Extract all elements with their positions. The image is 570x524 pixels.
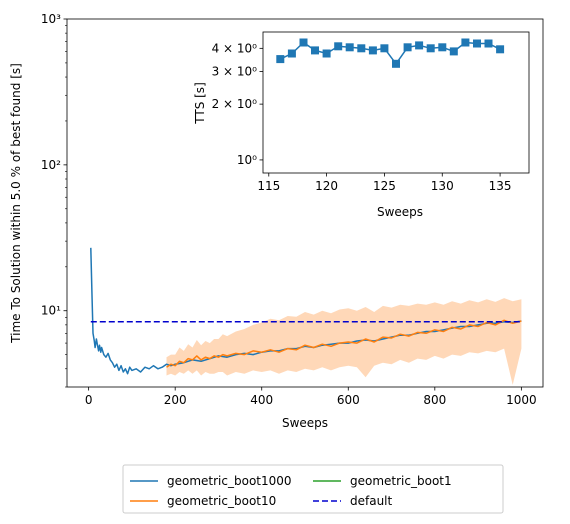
- main-x-tick-label: 600: [337, 393, 360, 407]
- inset-point: [311, 46, 319, 55]
- inset-x-axis-label: Sweeps: [377, 205, 423, 219]
- inset-plot-area: [263, 32, 529, 173]
- main-y-tick-label: 10³: [41, 12, 61, 26]
- inset-point: [299, 38, 308, 47]
- series-line-geometric_boot10: [166, 319, 522, 368]
- legend-entries: geometric_boot1000 geometric_boot10 geomet…: [130, 474, 452, 508]
- inset-x-ticks: 115 120 125 130 135: [257, 173, 512, 193]
- inset-y-tick-label: 4 × 10⁰: [212, 41, 258, 55]
- inset-point: [380, 44, 389, 53]
- inset-x-tick-label: 125: [373, 179, 396, 193]
- inset-x-tick-label: 130: [431, 179, 454, 193]
- inset-point: [357, 44, 366, 53]
- inset-point: [392, 59, 400, 68]
- inset-y-tick-label: 10⁰: [237, 153, 257, 167]
- inset-y-tick-label: 2 × 10⁰: [212, 97, 258, 111]
- main-x-tick-label: 1000: [506, 393, 537, 407]
- inset-point: [403, 43, 412, 52]
- inset-point: [473, 39, 481, 48]
- inset-point: [345, 43, 354, 52]
- inset-axes-frame: [262, 31, 530, 174]
- main-x-tick-label: 200: [164, 393, 187, 407]
- main-y-ticks: 10¹ 10² 10³: [41, 12, 67, 388]
- legend-label-default: default: [350, 494, 393, 508]
- inset-point: [438, 43, 447, 52]
- inset-point: [426, 44, 435, 53]
- inset-x-tick-label: 135: [489, 179, 512, 193]
- inset-point: [322, 49, 331, 58]
- main-x-tick-label: 0: [85, 393, 93, 407]
- inset-point: [368, 46, 377, 55]
- inset-y-axis-label: TTS [s]: [193, 82, 207, 125]
- inset-point: [415, 41, 424, 50]
- main-series-lines: [90, 247, 522, 375]
- legend: geometric_boot1000 geometric_boot10 geomet…: [122, 464, 504, 514]
- inset-point: [496, 45, 505, 54]
- main-y-axis-label: Time To Solution within 5.0 % of best fo…: [9, 63, 23, 344]
- inset-point: [461, 38, 470, 47]
- main-y-tick-label: 10¹: [41, 304, 61, 318]
- legend-frame: [122, 464, 504, 514]
- band-geometric_boot10: [166, 298, 522, 385]
- inset-point: [449, 47, 458, 56]
- inset-x-tick-label: 120: [315, 179, 338, 193]
- legend-label-geometric_boot1: geometric_boot1: [350, 474, 452, 488]
- inset-point: [334, 42, 343, 51]
- main-x-tick-label: 400: [250, 393, 273, 407]
- inset-y-tick-label: 3 × 10⁰: [212, 64, 258, 78]
- legend-label-geometric_boot10: geometric_boot10: [167, 494, 276, 508]
- inset-point: [287, 49, 296, 58]
- inset-point: [484, 39, 493, 48]
- inset-point: [276, 55, 285, 64]
- main-y-tick-label: 10²: [41, 158, 61, 172]
- inset-series-line: [276, 38, 505, 68]
- inset-y-ticks: 10⁰ 2 × 10⁰ 3 × 10⁰ 4 × 10⁰: [212, 41, 263, 167]
- legend-label-geometric_boot1000: geometric_boot1000: [167, 474, 292, 488]
- main-confidence-band: [166, 298, 522, 385]
- main-x-axis-label: Sweeps: [282, 416, 328, 430]
- main-x-tick-label: 800: [423, 393, 446, 407]
- inset-x-tick-label: 115: [257, 179, 280, 193]
- main-x-ticks: 0 200 400 600 800 1000: [85, 387, 537, 407]
- main-axes-frame: [66, 18, 544, 388]
